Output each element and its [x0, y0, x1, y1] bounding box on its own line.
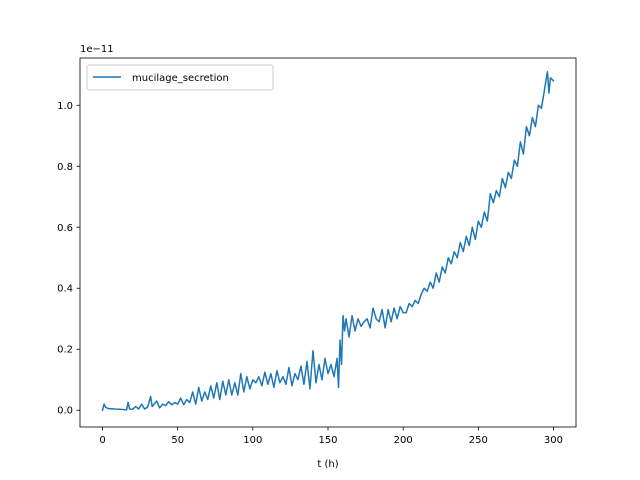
plot-area	[101, 70, 555, 412]
y-axis-offset-label: 1e−11	[80, 44, 114, 55]
y-tick-label: 0.4	[57, 284, 73, 295]
x-tick-label: 100	[243, 435, 262, 446]
legend: mucilage_secretion	[86, 64, 274, 91]
series-line-mucilage_secretion	[101, 70, 555, 412]
x-axis-label: t (h)	[317, 459, 338, 470]
x-tick-label: 0	[99, 435, 105, 446]
y-tick-label: 1.0	[57, 101, 73, 112]
y-tick-label: 0.8	[57, 162, 73, 173]
x-tick-label: 200	[394, 435, 413, 446]
x-tick-label: 300	[544, 435, 563, 446]
x-tick-label: 150	[318, 435, 337, 446]
x-axis-ticks: 0 50 100 150 200 250 300	[99, 427, 563, 446]
y-tick-label: 0.6	[57, 223, 73, 234]
y-tick-label: 0.2	[57, 345, 73, 356]
y-axis-ticks: 0.0 0.2 0.4 0.6 0.8 1.0	[57, 101, 80, 417]
legend-label: mucilage_secretion	[132, 73, 229, 84]
plot-frame	[79, 57, 577, 428]
x-tick-label: 250	[469, 435, 488, 446]
legend-box	[86, 64, 274, 91]
y-tick-label: 0.0	[57, 406, 73, 417]
x-tick-label: 50	[171, 435, 184, 446]
